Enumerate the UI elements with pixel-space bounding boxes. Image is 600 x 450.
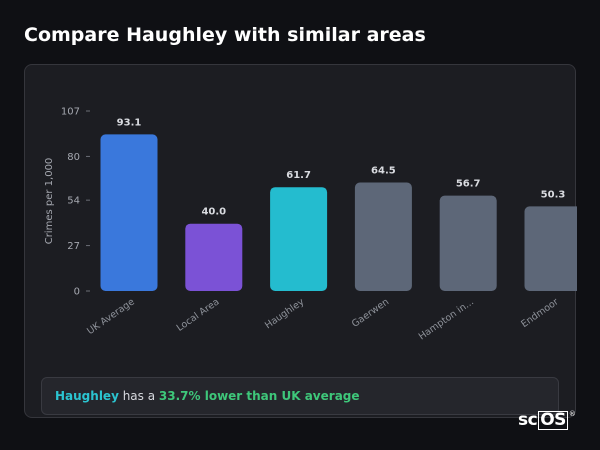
summary-difference: 33.7% lower than UK average xyxy=(158,389,360,403)
logo-registered-mark: ® xyxy=(568,410,576,418)
summary-area-name: Haughley xyxy=(55,389,119,403)
logo-boxed-text: OS xyxy=(538,410,568,430)
y-tick-label: 27 xyxy=(67,241,80,252)
bar-chart: 0 27 54 80 107 Crimes per 1,000 93.1 UK Averag… xyxy=(44,107,577,342)
y-tick-label: 0 xyxy=(74,287,80,298)
bars xyxy=(100,134,577,291)
category-label: Haughley xyxy=(263,296,307,331)
bar-value-label: 93.1 xyxy=(117,117,142,128)
bar-value-label: 50.3 xyxy=(541,189,566,200)
bar-value-label: 64.5 xyxy=(371,165,396,176)
page-title: Compare Haughley with similar areas xyxy=(24,24,426,46)
bar xyxy=(439,195,497,291)
y-tick-label: 107 xyxy=(61,107,80,118)
category-label: Gaerwen xyxy=(350,296,391,329)
category-label: Hampton in... xyxy=(417,296,476,342)
y-tick-label: 54 xyxy=(67,196,80,207)
bar xyxy=(354,182,412,291)
bar xyxy=(270,187,328,291)
bar xyxy=(100,134,158,291)
comparison-summary: Haughley has a 33.7% lower than UK avera… xyxy=(41,377,559,415)
bar-value-label: 40.0 xyxy=(201,207,226,218)
y-axis-label: Crimes per 1,000 xyxy=(44,158,55,245)
y-axis: 0 27 54 80 107 Crimes per 1,000 xyxy=(44,107,90,298)
bar xyxy=(185,223,243,291)
logo-prefix: sc xyxy=(518,410,538,430)
bar-value-label: 56.7 xyxy=(456,179,481,190)
bar-value-label: 61.7 xyxy=(286,170,311,181)
y-tick-label: 80 xyxy=(67,152,80,163)
bar xyxy=(524,206,577,291)
category-label: Local Area xyxy=(175,296,222,333)
comparison-card: 0 27 54 80 107 Crimes per 1,000 93.1 UK Averag… xyxy=(24,64,577,418)
category-label: Endmoor xyxy=(519,296,560,330)
category-label: UK Average xyxy=(85,296,137,337)
scos-logo: sc OS ® xyxy=(518,410,576,430)
summary-connector: has a xyxy=(118,389,159,403)
